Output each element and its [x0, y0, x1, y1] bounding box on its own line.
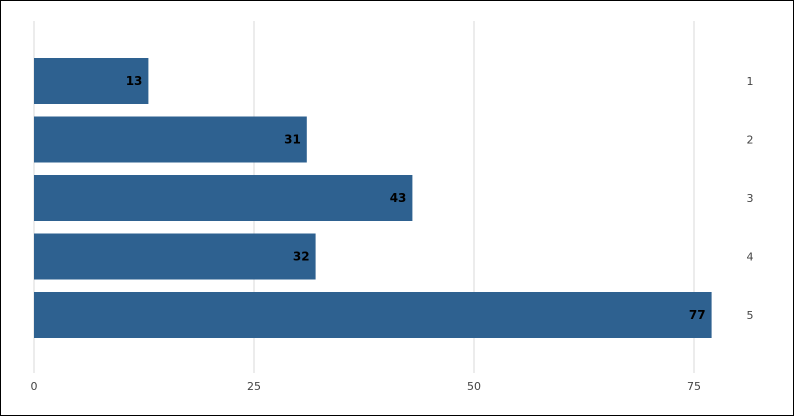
bar-5 — [34, 292, 712, 338]
bars — [34, 58, 712, 338]
category-label: 4 — [747, 251, 754, 264]
data-label: 43 — [390, 191, 407, 205]
data-labels: 13 31 43 32 77 — [126, 74, 706, 322]
data-label: 31 — [284, 133, 301, 147]
category-label: 2 — [747, 134, 754, 147]
x-tick-labels: 0 25 50 75 — [31, 380, 702, 393]
bar-3 — [34, 175, 413, 221]
x-tick-label: 0 — [31, 380, 38, 393]
bar-2 — [34, 116, 307, 163]
data-label: 77 — [689, 308, 706, 322]
category-label: 1 — [747, 75, 754, 88]
data-label: 13 — [126, 74, 143, 88]
x-tick-label: 25 — [247, 380, 261, 393]
bar-1 — [34, 58, 149, 104]
data-label: 32 — [293, 250, 310, 264]
x-tick-label: 75 — [687, 380, 701, 393]
category-labels: 1 2 3 4 5 — [747, 75, 754, 322]
x-tick-label: 50 — [467, 380, 481, 393]
category-label: 5 — [747, 309, 754, 322]
category-label: 3 — [747, 192, 754, 205]
bar-4 — [34, 233, 316, 280]
